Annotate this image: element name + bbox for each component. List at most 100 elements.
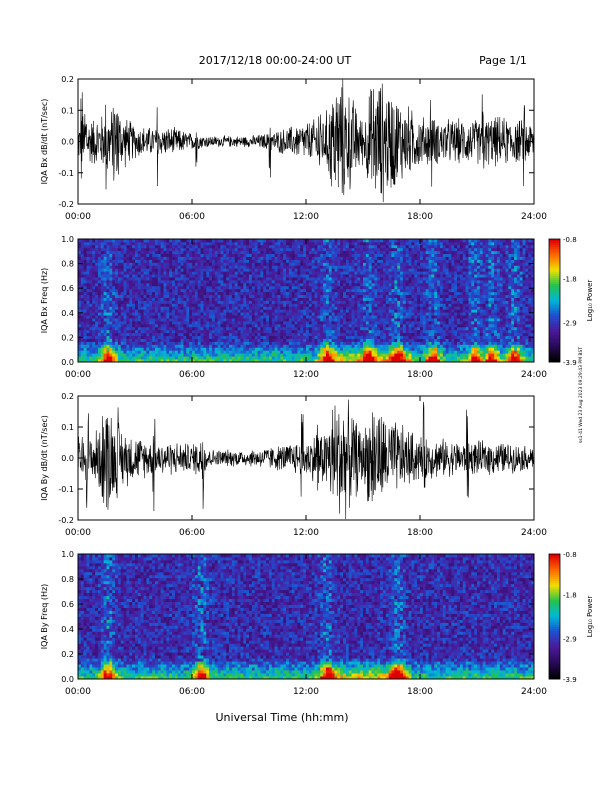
heatmap-cell [129,277,133,281]
heatmap-cell [394,321,398,325]
heatmap-cell [237,300,241,304]
heatmap-cell [83,268,87,272]
heatmap-cell [400,326,404,331]
heatmap-cell [323,309,327,313]
heatmap-cell [140,277,144,281]
heatmap-cell [132,335,136,339]
heatmap-cell [294,247,298,252]
heatmap-cell [280,344,284,348]
heatmap-cell [363,250,367,255]
heatmap-cell [360,297,364,301]
heatmap-cell [89,282,93,287]
heatmap-cell [169,280,173,284]
heatmap-cell [243,323,247,328]
heatmap-cell [266,259,270,263]
heatmap-cell [274,312,278,316]
heatmap-cell [137,300,142,304]
heatmap-cell [197,253,201,257]
heatmap-cell [331,259,335,263]
heatmap-cell [320,244,324,249]
heatmap-cell [149,359,153,363]
heatmap-cell [143,277,147,281]
heatmap-cell [140,274,144,278]
heatmap-cell [400,244,404,249]
heatmap-cell [277,274,281,278]
heatmap-cell [280,309,284,313]
heatmap-cell [351,309,355,313]
heatmap-cell [95,262,99,266]
heatmap-cell [363,285,367,290]
heatmap-cell [234,259,238,263]
heatmap-cell [334,347,338,351]
heatmap-cell [402,306,407,310]
heatmap-cell [192,285,196,290]
heatmap-cell [174,309,179,313]
heatmap-cell [357,312,361,316]
heatmap-cell [266,300,270,304]
heatmap-cell [266,291,270,296]
heatmap-cell [120,282,124,287]
heatmap-cell [354,335,358,339]
heatmap-cell [254,332,258,337]
heatmap-cell [200,321,204,325]
heatmap-cell [106,341,110,345]
heatmap-cell [291,285,295,290]
heatmap-cell [311,306,315,310]
heatmap-cell [257,323,261,328]
heatmap-cell [217,306,221,310]
heatmap-cell [109,359,113,363]
heatmap-cell [229,359,233,363]
heatmap-cell [271,315,276,319]
heatmap-cell [291,344,295,348]
heatmap-cell [172,247,176,252]
heatmap-cell [251,332,256,337]
heatmap-cell [408,268,412,272]
heatmap-cell [126,300,130,304]
heatmap-cell [360,353,364,357]
heatmap-cell [180,321,184,325]
heatmap-cell [411,241,415,246]
heatmap-cell [251,277,256,281]
heatmap-cell [109,271,113,275]
heatmap-cell [240,306,244,310]
heatmap-cell [394,271,398,275]
heatmap-cell [260,329,264,334]
heatmap-cell [123,256,127,260]
heatmap-cell [226,262,230,266]
heatmap-cell [117,280,122,284]
heatmap-cell [231,359,236,363]
heatmap-cell [163,247,167,252]
heatmap-cell [132,329,136,334]
heatmap-cell [223,353,227,357]
heatmap-cell [405,262,409,266]
heatmap-cell [243,271,247,275]
heatmap-cell [348,323,352,328]
heatmap-cell [192,326,196,331]
heatmap-cell [286,265,290,269]
heatmap-cell [189,323,193,328]
heatmap-cell [274,282,278,287]
heatmap-cell [163,350,167,354]
heatmap-cell [95,247,99,252]
heatmap-cell [271,280,276,284]
heatmap-cell [288,350,293,354]
heatmap-cell [377,274,381,278]
heatmap-cell [291,353,295,357]
heatmap-cell [397,253,401,257]
heatmap-cell [266,265,270,269]
heatmap-cell [388,300,392,304]
heatmap-cell [308,350,313,354]
heatmap-cell [217,318,221,322]
heatmap-cell [340,353,344,357]
heatmap-cell [89,332,93,337]
heatmap-cell [180,350,184,354]
heatmap-cell [143,253,147,257]
heatmap-cell [300,250,304,255]
heatmap-cell [337,341,341,345]
heatmap-cell [308,262,313,266]
heatmap-cell [89,250,93,255]
heatmap-cell [280,244,284,249]
heatmap-cell [280,326,284,331]
heatmap-cell [243,344,247,348]
heatmap-cell [394,312,398,316]
